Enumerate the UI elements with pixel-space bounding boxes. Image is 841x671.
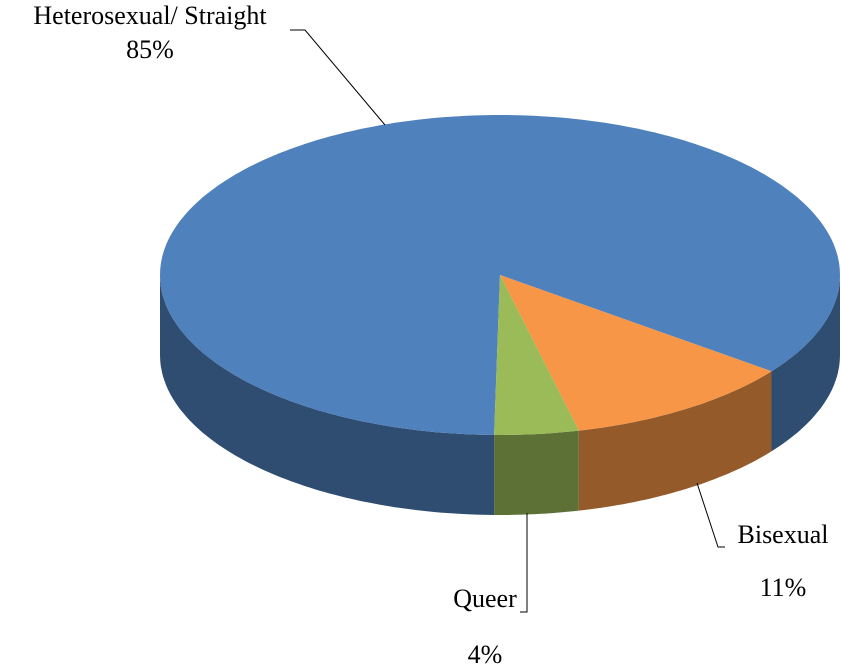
slice-side xyxy=(578,371,772,511)
slice-label: Bisexual xyxy=(738,520,829,549)
pie xyxy=(160,115,840,515)
slice xyxy=(494,275,579,435)
slice-value-label: 4% xyxy=(468,640,503,669)
slice-label: Queer xyxy=(453,584,517,613)
slice-value-label: 85% xyxy=(126,35,174,64)
leader-line xyxy=(696,482,725,548)
leader-line xyxy=(290,29,386,126)
slice xyxy=(500,275,772,431)
slice-value-label: 11% xyxy=(760,573,807,602)
leader-line xyxy=(520,513,528,613)
slice-side xyxy=(160,275,495,515)
slice-side xyxy=(771,275,840,452)
slice-side xyxy=(494,430,579,515)
slice-label: Heterosexual/ Straight xyxy=(33,1,267,30)
